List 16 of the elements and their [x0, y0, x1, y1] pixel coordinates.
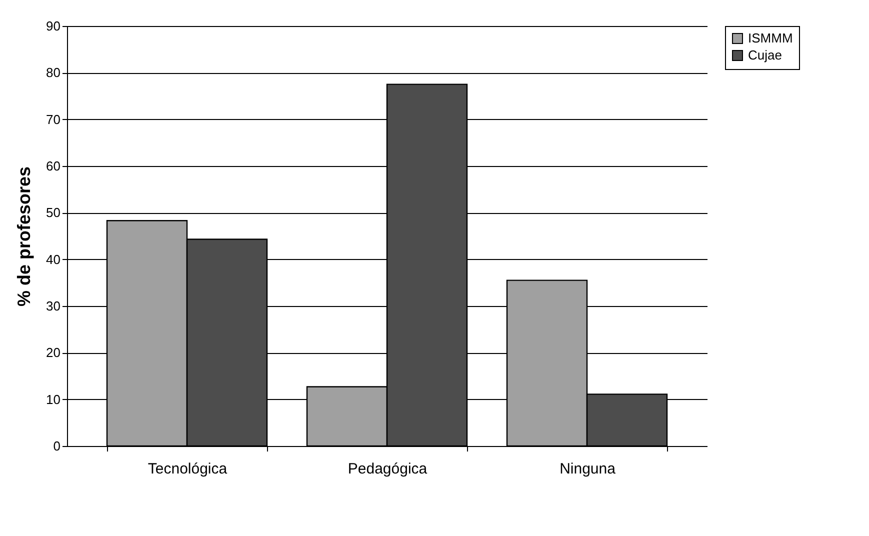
x-tick-label: Pedagógica	[348, 460, 428, 478]
y-tick-label: 30	[46, 298, 60, 314]
y-tick-label: 10	[46, 392, 60, 407]
y-tick-label: 90	[46, 18, 60, 34]
y-axis-title: % de profesores	[14, 166, 34, 307]
y-tick-label: 50	[46, 205, 60, 220]
x-tick-label: Tecnológica	[148, 460, 228, 478]
y-tick-label: 0	[53, 438, 60, 454]
x-tick-label: Ninguna	[560, 460, 616, 478]
y-tick-label: 40	[46, 252, 60, 267]
y-tick-label: 60	[46, 158, 60, 174]
y-tick-label: 70	[46, 112, 60, 127]
legend-label: Cujae	[748, 48, 782, 62]
y-tick-label: 80	[46, 65, 60, 80]
legend-label: ISMMM	[748, 30, 793, 46]
y-tick-label: 20	[46, 345, 60, 360]
